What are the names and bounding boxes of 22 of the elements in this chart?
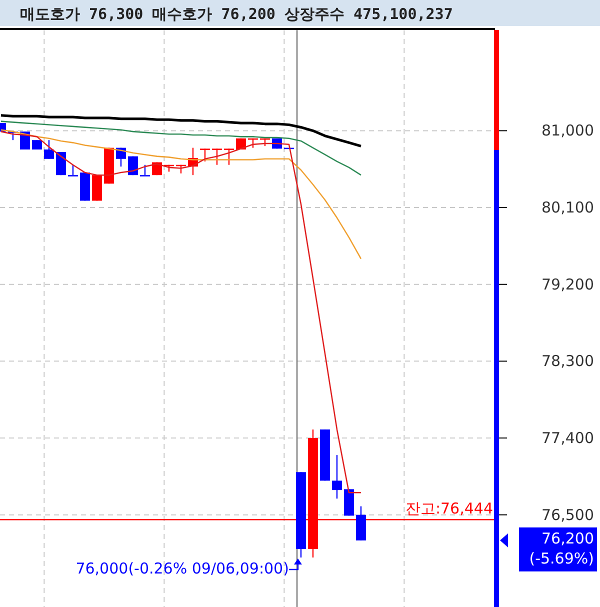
- candlestick: [32, 140, 42, 150]
- y-tick-label: 78,300: [542, 352, 594, 370]
- candlestick: [44, 140, 54, 160]
- y-tick-label: 76,500: [542, 506, 594, 524]
- ref-line-label: 잔고:76,444: [405, 500, 493, 518]
- y-tick-label: 79,200: [542, 275, 594, 294]
- line-series: [0, 114, 362, 148]
- candlestick: [224, 148, 234, 166]
- candlestick: [212, 148, 222, 166]
- y-tick-label: 81,000: [542, 122, 594, 140]
- text: 76,200 (-5.69%): [529, 529, 594, 568]
- annotation: 76,000(-0.26% 09/06,09:00): [76, 559, 289, 578]
- line-series: [0, 120, 362, 176]
- y-tick-label: 77,400: [542, 428, 594, 447]
- candlestick: [140, 164, 150, 176]
- chart-title: 매도호가 76,300 매수호가 76,200 상장주수 475,100,237: [20, 5, 453, 23]
- line-series: [0, 130, 362, 494]
- y-tick-label: 80,100: [542, 198, 594, 217]
- candlestick: [332, 454, 342, 500]
- candlestick: [200, 148, 210, 162]
- candlestick: [68, 164, 78, 176]
- line-series: [0, 129, 362, 260]
